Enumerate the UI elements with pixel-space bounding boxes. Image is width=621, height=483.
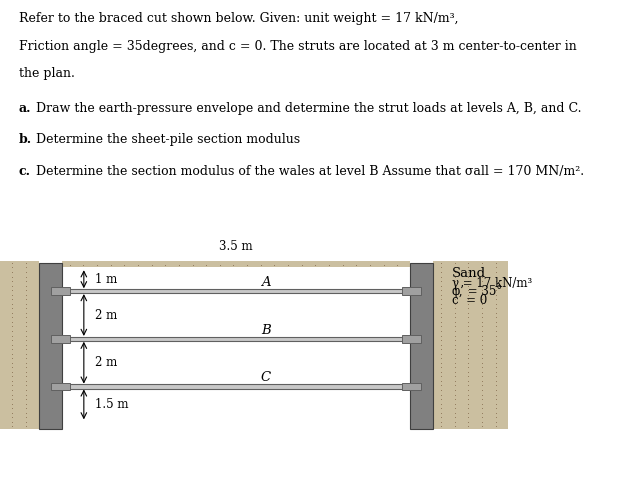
Bar [51,287,70,295]
Text: the plan.: the plan. [19,67,75,80]
Text: γ = 17 kN/m³: γ = 17 kN/m³ [452,277,532,290]
Text: A: A [261,276,270,289]
Bar [62,289,410,294]
Text: Draw the earth-pressure envelope and determine the strut loads at levels A, B, a: Draw the earth-pressure envelope and det… [32,102,581,115]
Text: a.: a. [19,102,31,115]
Text: Friction angle = 35degrees, and c = 0. The struts are located at 3 m center-to-c: Friction angle = 35degrees, and c = 0. T… [19,40,576,53]
Bar [410,263,433,429]
Bar [402,383,421,390]
Bar [0,260,39,429]
Bar [51,383,70,390]
Text: c’ = 0: c’ = 0 [452,294,487,307]
Text: 2 m: 2 m [95,309,117,322]
Text: b.: b. [19,133,32,146]
Bar [39,263,62,429]
Text: C: C [261,371,271,384]
Text: Determine the sheet-pile section modulus: Determine the sheet-pile section modulus [32,133,300,146]
Bar [402,335,421,343]
Bar [62,384,410,389]
Bar [62,260,410,267]
Text: 3.5 m: 3.5 m [219,240,253,253]
Text: B: B [261,324,271,337]
Bar [62,337,410,341]
Bar [433,260,508,429]
Text: Determine the section modulus of the wales at level B Assume that σall = 170 MN/: Determine the section modulus of the wal… [32,165,584,178]
Bar [402,287,421,295]
Text: Sand: Sand [452,267,486,280]
Text: 2 m: 2 m [95,356,117,369]
Text: c.: c. [19,165,30,178]
Text: Refer to the braced cut shown below. Given: unit weight = 17 kN/m³,: Refer to the braced cut shown below. Giv… [19,12,458,25]
Text: φ’ = 35°: φ’ = 35° [452,285,502,298]
Bar [51,335,70,343]
Text: 1.5 m: 1.5 m [95,398,129,411]
Text: 1 m: 1 m [95,273,117,286]
